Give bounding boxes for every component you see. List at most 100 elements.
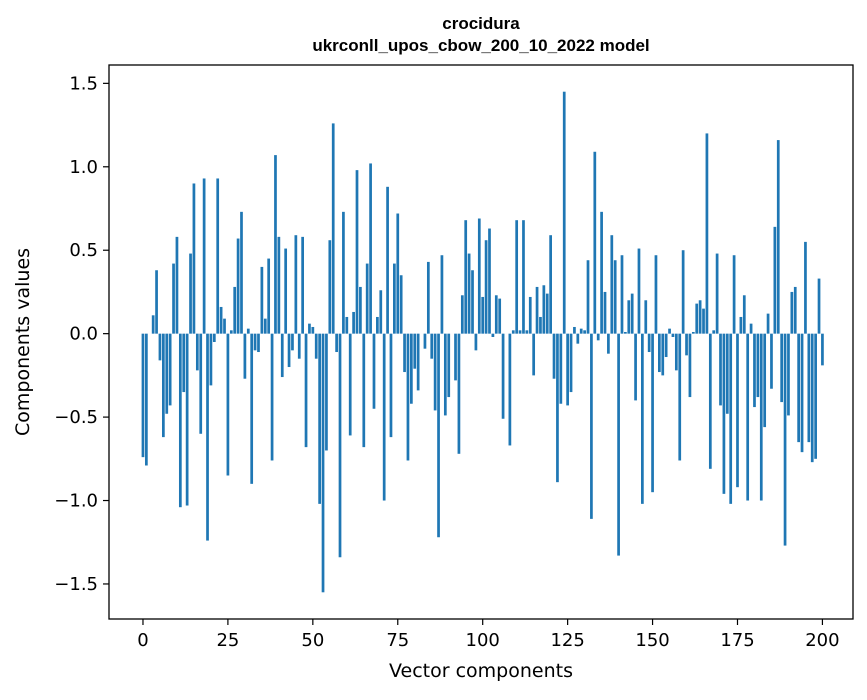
bar-71 [383,334,386,501]
bar-31 [247,329,250,334]
bar-121 [553,334,556,379]
bar-157 [675,334,678,371]
bar-167 [709,334,712,469]
bar-16 [196,334,199,371]
bar-130 [583,330,586,333]
bar-20 [210,334,213,386]
x-tick-label: 175 [720,630,754,651]
bar-116 [536,287,539,334]
bar-83 [424,334,427,349]
bar-30 [244,334,247,379]
y-tick-label: −1.5 [54,574,98,595]
bar-196 [807,334,810,442]
bar-99 [478,219,481,334]
bar-78 [407,334,410,461]
bar-3 [152,315,155,333]
bar-109 [512,330,515,333]
bar-50 [311,327,314,334]
bar-19 [206,334,209,541]
bar-0 [142,334,145,457]
bar-11 [179,334,182,508]
bar-140 [617,334,620,556]
bar-85 [430,334,433,359]
bar-106 [502,334,505,419]
bar-12 [182,334,185,392]
bar-37 [267,259,270,334]
bar-190 [787,334,790,416]
bar-32 [250,334,253,484]
bar-151 [655,255,658,333]
bar-117 [539,317,542,334]
bar-54 [325,334,328,451]
plot-frame [109,65,853,619]
bar-9 [172,264,175,334]
bar-148 [644,300,647,333]
bar-62 [352,312,355,334]
bar-141 [621,255,624,333]
y-axis-ticks: −1.5−1.0−0.50.00.51.01.5 [54,73,109,595]
bar-64 [359,287,362,334]
bar-118 [542,285,545,333]
bar-179 [750,324,753,334]
bar-182 [760,334,763,501]
bar-41 [281,334,284,377]
bar-33 [254,334,257,351]
bar-90 [447,334,450,397]
bar-183 [763,334,766,427]
bar-164 [699,300,702,333]
bar-34 [257,334,260,352]
bar-52 [318,334,321,504]
bar-24 [223,319,226,334]
bar-136 [604,292,607,334]
bar-142 [624,332,627,334]
bar-23 [220,307,223,334]
bar-152 [658,334,661,372]
bar-199 [818,279,821,334]
bar-185 [770,334,773,389]
x-axis-label: Vector components [389,660,573,682]
bar-177 [743,295,746,333]
bar-96 [468,254,471,334]
bar-174 [733,255,736,333]
bar-170 [719,334,722,406]
chart-title: crocidura [442,14,520,33]
bar-134 [597,334,600,341]
bar-95 [464,220,467,333]
bar-43 [288,334,291,367]
bar-80 [413,334,416,369]
bar-194 [801,334,804,452]
bar-111 [519,330,522,333]
chart-subtitle: ukrconll_upos_cbow_200_10_2022 model [312,36,649,55]
x-tick-label: 75 [386,630,409,651]
y-axis-label: Components values [12,248,34,436]
bar-144 [631,294,634,334]
bar-112 [522,220,525,333]
bar-25 [227,334,230,476]
bar-36 [264,319,267,334]
bar-92 [454,334,457,381]
bars-group [142,92,824,593]
bar-156 [672,334,675,337]
bar-13 [186,334,189,506]
bar-162 [692,332,695,334]
bar-61 [349,334,352,436]
bar-108 [509,334,512,446]
y-tick-label: 0.0 [69,324,98,345]
bar-127 [573,327,576,334]
bar-132 [590,334,593,519]
bar-154 [665,334,668,357]
bar-195 [804,242,807,334]
bar-22 [216,178,219,333]
bar-21 [213,334,216,342]
bar-42 [284,249,287,334]
bar-75 [396,214,399,334]
bar-165 [702,309,705,334]
bar-63 [356,170,359,334]
bar-44 [291,334,294,351]
bar-94 [461,295,464,333]
bar-79 [410,334,413,404]
bar-105 [498,299,501,334]
bar-168 [712,330,715,333]
x-tick-label: 50 [301,630,324,651]
